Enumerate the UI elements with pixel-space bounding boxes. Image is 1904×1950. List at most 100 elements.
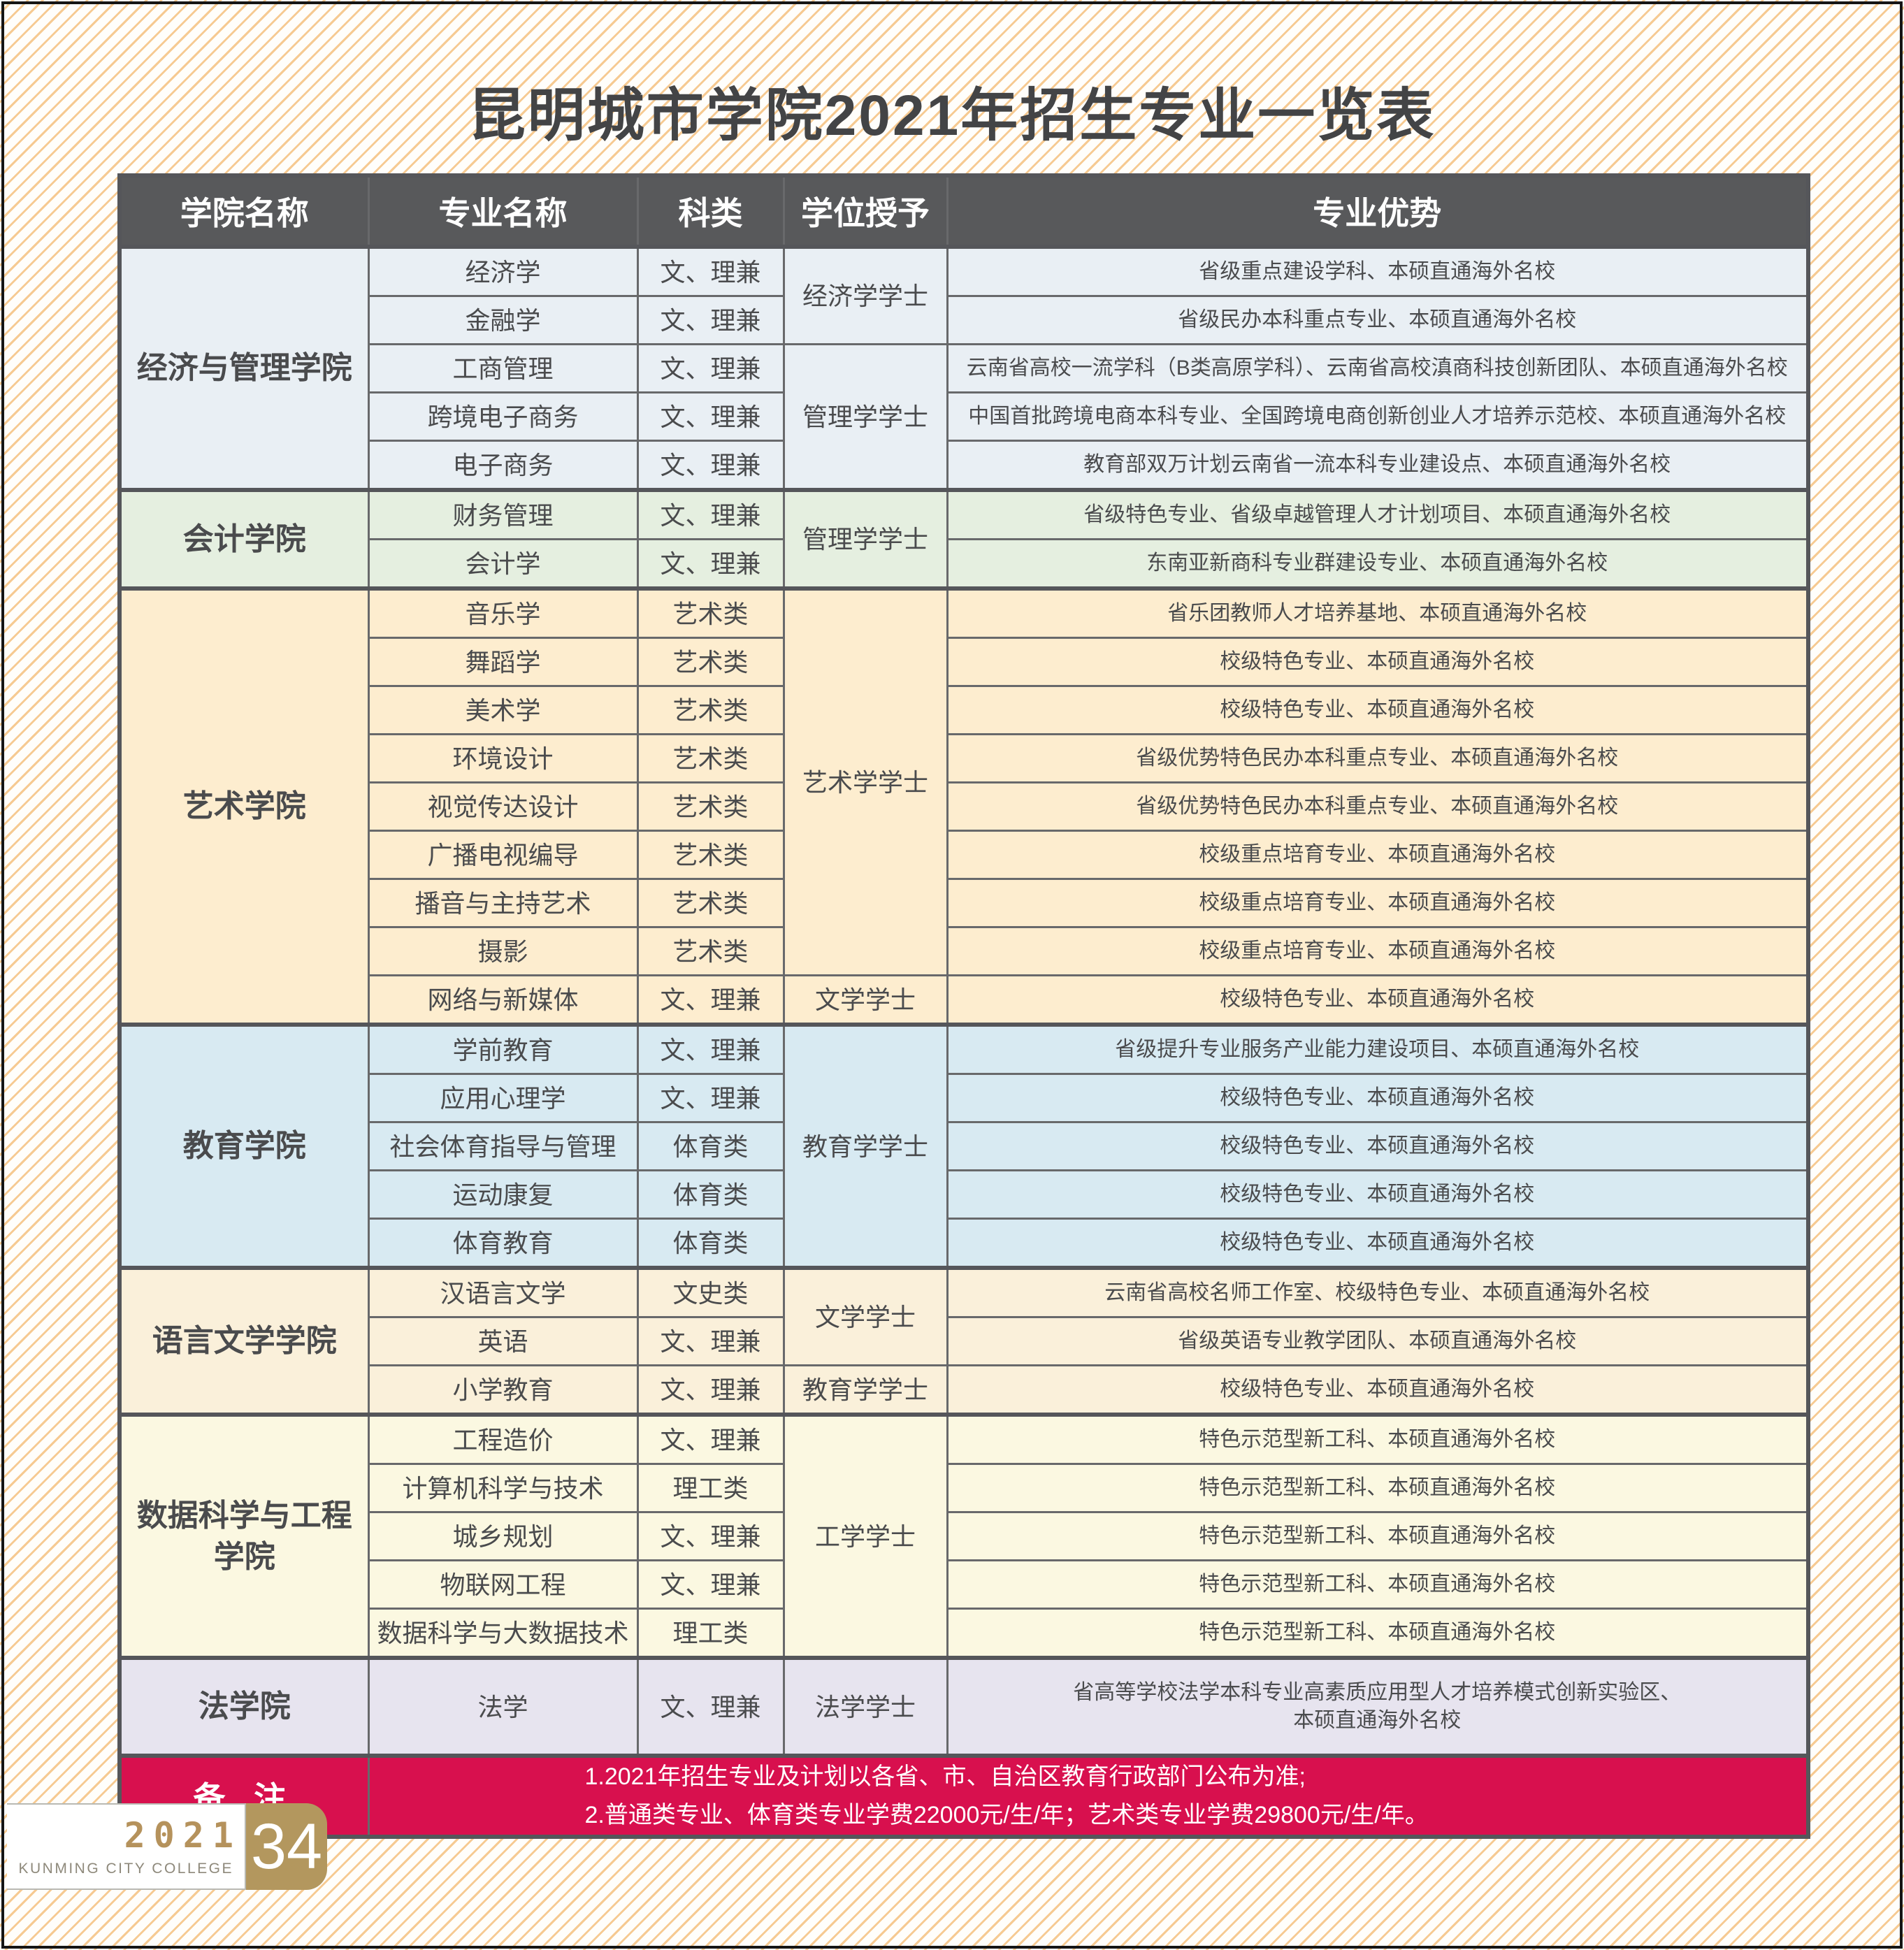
table-row: 网络与新媒体 文、理兼 文学学士 校级特色专业、本硕直通海外名校: [120, 974, 1810, 1026]
category-cell: 理工类: [636, 1608, 785, 1659]
table-row: 数据科学与工程学院 工程造价 文、理兼 工学学士 特色示范型新工科、本硕直通海外名校: [118, 1413, 1810, 1659]
table-row: 电子商务 文、理兼 教育部双万计划云南省一流本科专业建设点、本硕直通海外名校: [120, 440, 1810, 491]
major-cell: 跨境电子商务: [367, 391, 639, 442]
table-row: 会计学院 财务管理 文、理兼 管理学学士 省级特色专业、省级卓越管理人才计划项目、本硕直…: [118, 488, 1810, 590]
table-row: 数据科学与大数据技术 理工类 特色示范型新工科、本硕直通海外名校: [120, 1608, 1810, 1659]
column-header: 科类: [636, 174, 785, 249]
advantage-cell: 校级特色专业、本硕直通海外名校: [946, 1073, 1810, 1123]
advantage-cell: 校级重点培育专业、本硕直通海外名校: [946, 830, 1810, 880]
advantage-cell: 校级特色专业、本硕直通海外名校: [946, 1169, 1810, 1220]
major-cell: 法学: [367, 1656, 639, 1757]
advantage-cell: 省级提升专业服务产业能力建设项目、本硕直通海外名校: [946, 1023, 1810, 1075]
degree-cell: 教育学学士: [782, 1364, 949, 1416]
advantage-cell: 省级重点建设学科、本硕直通海外名校: [946, 245, 1810, 297]
footer-college-name: KUNMING CITY COLLEGE: [18, 1860, 233, 1877]
table-row: 运动康复 体育类 校级特色专业、本硕直通海外名校: [120, 1169, 1810, 1220]
college-cell: 数据科学与工程学院: [118, 1413, 370, 1659]
category-cell: 文、理兼: [636, 1511, 785, 1561]
category-cell: 文、理兼: [636, 440, 785, 491]
advantage-cell: 省级优势特色民办本科重点专业、本硕直通海外名校: [946, 733, 1810, 783]
major-cell: 电子商务: [367, 440, 639, 491]
college-cell: 教育学院: [118, 1023, 370, 1269]
major-cell: 体育教育: [367, 1218, 639, 1269]
category-cell: 艺术类: [636, 586, 785, 639]
major-cell: 物联网工程: [367, 1559, 639, 1610]
major-cell: 小学教育: [367, 1364, 639, 1416]
advantage-cell: 中国首批跨境电商本科专业、全国跨境电商创新创业人才培养示范校、本硕直通海外名校: [946, 391, 1810, 442]
advantage-cell: 省级优势特色民办本科重点专业、本硕直通海外名校: [946, 781, 1810, 832]
page-title: 昆明城市学院2021年招生专业一览表: [468, 84, 1436, 147]
degree-cell: 管理学学士: [782, 488, 949, 590]
column-header: 专业优势: [946, 174, 1810, 249]
category-cell: 文、理兼: [636, 1316, 785, 1366]
advantage-cell: 校级特色专业、本硕直通海外名校: [946, 637, 1810, 687]
category-cell: 理工类: [636, 1463, 785, 1513]
header-row: 学院名称 专业名称 科类 学位授予 专业优势: [118, 174, 1810, 249]
advantage-cell: 校级特色专业、本硕直通海外名校: [946, 685, 1810, 735]
category-cell: 文、理兼: [636, 538, 785, 590]
table-row: 美术学 艺术类 校级特色专业、本硕直通海外名校: [120, 685, 1810, 735]
table-row: 工商管理 文、理兼 管理学学士 云南省高校一流学科（B类高原学科）、云南省高校滇商科技…: [120, 343, 1810, 491]
table-row: 体育教育 体育类 校级特色专业、本硕直通海外名校: [120, 1218, 1810, 1269]
degree-cell: 文学学士: [782, 1266, 949, 1366]
degree-cell: 法学学士: [782, 1656, 949, 1757]
advantage-cell: 特色示范型新工科、本硕直通海外名校: [946, 1559, 1810, 1610]
table-row: 语言文学学院 汉语言文学 文史类 文学学士 云南省高校名师工作室、校级特色专业、本硕直通…: [118, 1266, 1810, 1416]
major-cell: 经济学: [367, 245, 639, 297]
advantage-cell: 特色示范型新工科、本硕直通海外名校: [946, 1413, 1810, 1465]
advantage-cell: 云南省高校一流学科（B类高原学科）、云南省高校滇商科技创新团队、本硕直通海外名校: [946, 343, 1810, 393]
advantage-cell: 特色示范型新工科、本硕直通海外名校: [946, 1608, 1810, 1659]
major-cell: 视觉传达设计: [367, 781, 639, 832]
major-cell: 学前教育: [367, 1023, 639, 1075]
category-cell: 艺术类: [636, 878, 785, 928]
major-cell: 英语: [367, 1316, 639, 1366]
table-row: 城乡规划 文、理兼 特色示范型新工科、本硕直通海外名校: [120, 1511, 1810, 1561]
category-cell: 文、理兼: [636, 245, 785, 297]
category-cell: 体育类: [636, 1169, 785, 1220]
table-row: 法学院 法学 文、理兼 法学学士 省高等学校法学本科专业高素质应用型人才培养模式创新实验…: [118, 1656, 1810, 1757]
admissions-table: 学院名称 专业名称 科类 学位授予 专业优势 经济与管理学院 经济学 文、理兼 经济学学士 省级…: [117, 173, 1810, 1840]
advantage-cell: 特色示范型新工科、本硕直通海外名校: [946, 1463, 1810, 1513]
advantage-cell: 东南亚新商科专业群建设专业、本硕直通海外名校: [946, 538, 1810, 590]
advantage-cell: 校级重点培育专业、本硕直通海外名校: [946, 878, 1810, 928]
major-cell: 会计学: [367, 538, 639, 590]
note-line: 2.普通类专业、体育类专业学费22000元/生/年；艺术类专业学费29800元/…: [584, 1802, 1429, 1829]
advantage-cell: 特色示范型新工科、本硕直通海外名校: [946, 1511, 1810, 1561]
advantage-cell: 校级重点培育专业、本硕直通海外名校: [946, 926, 1810, 976]
advantage-cell: 省级特色专业、省级卓越管理人才计划项目、本硕直通海外名校: [946, 488, 1810, 540]
major-cell: 音乐学: [367, 586, 639, 639]
advantage-cell: 校级特色专业、本硕直通海外名校: [946, 1121, 1810, 1171]
table-row: 计算机科学与技术 理工类 特色示范型新工科、本硕直通海外名校: [120, 1463, 1810, 1513]
table-row: 经济与管理学院 经济学 文、理兼 经济学学士 省级重点建设学科、本硕直通海外名校: [118, 245, 1810, 491]
major-cell: 社会体育指导与管理: [367, 1121, 639, 1171]
table-body: 经济与管理学院 经济学 文、理兼 经济学学士 省级重点建设学科、本硕直通海外名校 金融学文…: [118, 245, 1810, 1838]
category-cell: 文、理兼: [636, 1023, 785, 1075]
table-row: 舞蹈学 艺术类 校级特色专业、本硕直通海外名校: [120, 637, 1810, 687]
page-number: 34: [250, 1811, 323, 1882]
major-cell: 数据科学与大数据技术: [367, 1608, 639, 1659]
category-cell: 文、理兼: [636, 343, 785, 393]
table-row: 小学教育 文、理兼 教育学学士 校级特色专业、本硕直通海外名校: [120, 1364, 1810, 1416]
major-cell: 财务管理: [367, 488, 639, 540]
category-cell: 文、理兼: [636, 1656, 785, 1757]
degree-cell: 教育学学士: [782, 1023, 949, 1269]
category-cell: 艺术类: [636, 685, 785, 735]
advantage-cell: 省乐团教师人才培养基地、本硕直通海外名校: [946, 586, 1810, 639]
major-cell: 广播电视编导: [367, 830, 639, 880]
note-body-cell: 1.2021年招生专业及计划以各省、市、自治区教育行政部门公布为准; 2.普通类专…: [367, 1753, 1810, 1838]
college-cell: 艺术学院: [118, 586, 370, 1026]
table-row: 物联网工程 文、理兼 特色示范型新工科、本硕直通海外名校: [120, 1559, 1810, 1610]
advantage-cell: 校级特色专业、本硕直通海外名校: [946, 1364, 1810, 1416]
category-cell: 文、理兼: [636, 1364, 785, 1416]
category-cell: 艺术类: [636, 830, 785, 880]
major-cell: 汉语言文学: [367, 1266, 639, 1318]
degree-cell: 文学学士: [782, 974, 949, 1026]
category-cell: 文、理兼: [636, 391, 785, 442]
footer-logo: 2021 KUNMING CITY COLLEGE 34: [7, 1803, 327, 1890]
column-header: 学位授予: [782, 174, 949, 249]
major-cell: 工商管理: [367, 343, 639, 393]
major-cell: 播音与主持艺术: [367, 878, 639, 928]
advantage-cell: 省高等学校法学本科专业高素质应用型人才培养模式创新实验区、 本硕直通海外名校: [946, 1656, 1810, 1757]
category-cell: 文、理兼: [636, 1413, 785, 1465]
